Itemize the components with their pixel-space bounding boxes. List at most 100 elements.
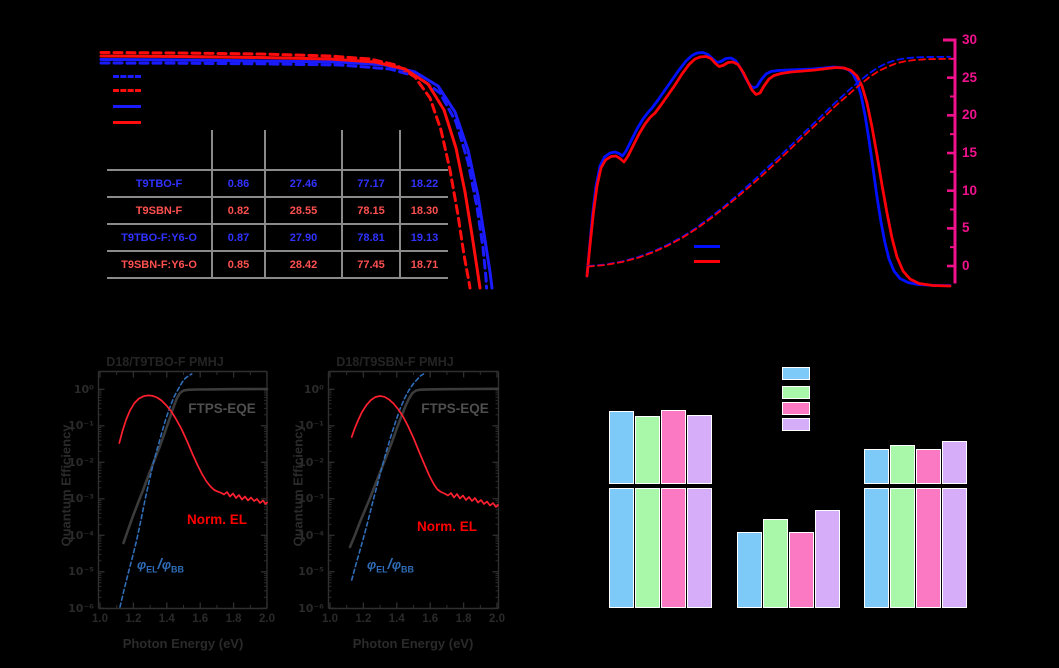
y-tick: 10⁻¹: [298, 419, 324, 433]
bar: [864, 487, 890, 608]
bar-legend-swatch: [782, 418, 810, 431]
ff-value: 78.81: [341, 224, 400, 252]
right-axis-tick: 5: [962, 220, 970, 236]
voc-value: 0.85: [211, 251, 265, 279]
table-row: T9SBN-F:Y6-O 0.85 28.42 77.45 18.71: [107, 251, 448, 279]
y-tick: 10⁻²: [68, 455, 94, 469]
ff-value: 77.17: [341, 170, 400, 198]
device-parameters-table: T9TBO-F 0.86 27.46 77.17 18.22 T9SBN-F 0…: [107, 130, 448, 279]
device-name: T9TBO-F: [107, 170, 212, 198]
phi-ratio-blue: [119, 373, 193, 608]
y-tick: 10⁰: [303, 382, 324, 396]
bar: [634, 487, 660, 608]
y-tick: 10⁻⁴: [68, 528, 94, 542]
table-row: T9TBO-F:Y6-O 0.87 27.90 78.81 19.13: [107, 224, 448, 252]
norm-el-label: Norm. EL: [416, 519, 477, 534]
x-tick: 1.0: [92, 613, 108, 625]
y-tick: 10⁻⁵: [68, 565, 94, 579]
right-axis-tick: 30: [962, 32, 978, 47]
table-row: T9TBO-F 0.86 27.46 77.17 18.22: [107, 170, 448, 198]
table-row: T9SBN-F 0.82 28.55 78.15 18.30: [107, 197, 448, 225]
jv-legend-line-red-dashed: [113, 89, 141, 92]
x-tick: 1.2: [355, 613, 372, 625]
voc-value: 0.82: [211, 197, 265, 225]
voc-value: 0.86: [211, 170, 265, 198]
pce-value: 18.30: [399, 197, 448, 225]
y-tick: 10⁻⁴: [298, 528, 324, 542]
x-tick: 1.6: [192, 613, 209, 625]
x-tick: 1.6: [422, 613, 439, 625]
bar: [788, 531, 814, 608]
axis-break-stripe: [598, 483, 974, 488]
bar: [814, 509, 840, 608]
y-tick: 10⁻⁶: [68, 601, 94, 615]
bar: [660, 487, 686, 608]
bar: [942, 441, 968, 484]
jv-red-dashed: [99, 51, 472, 290]
pce-value: 19.13: [399, 224, 448, 252]
ftps-eqe-gray: [348, 387, 500, 549]
bar: [762, 518, 788, 608]
y-tick: 10⁻³: [298, 492, 324, 506]
bar: [660, 409, 686, 484]
phi-ratio-label: φEL/φBB: [137, 556, 184, 575]
right-axis-tick: 0: [962, 258, 970, 273]
integrated-jsc-blue: [587, 55, 951, 267]
bar: [864, 449, 890, 484]
y-tick: 10⁻¹: [68, 419, 94, 433]
x-tick: 1.4: [158, 613, 175, 625]
jsc-value: 27.90: [264, 224, 342, 252]
bar: [686, 415, 712, 484]
y-tick: 10⁻⁶: [298, 601, 324, 615]
jv-blue-dashed: [99, 61, 488, 290]
bar-legend-swatch: [782, 385, 810, 399]
bar: [608, 410, 634, 484]
eqe-red: [585, 55, 952, 288]
norm-el-red: [350, 395, 499, 508]
x-axis-label: Photon Energy (eV): [352, 636, 474, 651]
pce-value: 18.71: [399, 251, 448, 279]
right-axis-tick: 25: [962, 69, 978, 85]
bar: [634, 415, 660, 484]
norm-el-label: Norm. EL: [186, 512, 247, 527]
x-tick: 1.8: [455, 613, 472, 625]
y-tick: 10⁰: [73, 382, 94, 396]
right-axis-tick: 15: [962, 145, 978, 160]
ftps-eqe-label: FTPS-EQE: [421, 401, 489, 416]
jv-blue-solid: [99, 58, 494, 290]
bar: [736, 531, 762, 608]
ftps-eqe-label: FTPS-EQE: [188, 401, 256, 416]
y-tick: 10⁻³: [68, 492, 94, 506]
voc-value: 0.87: [211, 224, 265, 252]
device-name: T9SBN-F:Y6-O: [107, 251, 212, 279]
x-tick: 2.0: [259, 613, 275, 625]
jv-red-solid: [99, 54, 482, 290]
jv-legend-line-blue-dashed: [113, 75, 141, 78]
bar-legend-swatch: [782, 367, 810, 380]
bar: [686, 487, 712, 608]
bar: [942, 487, 968, 608]
jv-legend-line-blue-solid: [113, 105, 141, 108]
phi-ratio-blue: [350, 373, 425, 581]
table-header-row: [107, 130, 448, 171]
x-tick: 2.0: [489, 613, 505, 625]
integrated-jsc-red: [587, 57, 951, 268]
bar: [916, 487, 942, 608]
ff-value: 77.45: [341, 251, 400, 279]
bar: [890, 487, 916, 608]
bar: [890, 445, 916, 484]
bar: [608, 487, 634, 608]
pce-value: 18.22: [399, 170, 448, 198]
x-tick: 1.2: [125, 613, 142, 625]
right-axis-tick: 20: [962, 107, 978, 123]
x-tick: 1.4: [388, 613, 405, 625]
y-tick: 10⁻²: [298, 455, 324, 469]
x-axis-label: Photon Energy (eV): [122, 636, 244, 651]
bar: [916, 448, 942, 484]
y-tick: 10⁻⁵: [298, 565, 324, 579]
right-axis-tick: 10: [962, 182, 978, 198]
eqe-legend-line-blue: [694, 245, 720, 248]
norm-el-red: [118, 394, 268, 505]
jsc-value: 27.46: [264, 170, 342, 198]
